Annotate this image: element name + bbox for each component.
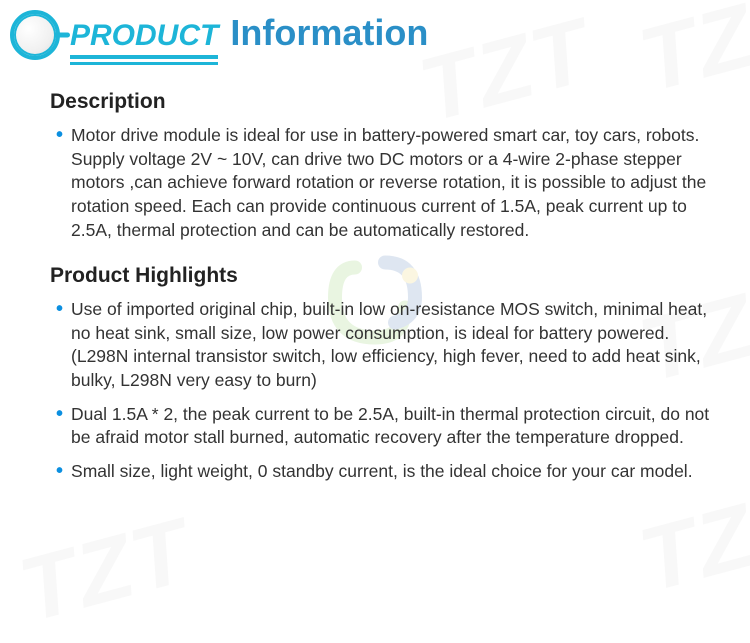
highlight-text: Use of imported original chip, built-in … — [71, 298, 710, 393]
bullet-icon: • — [56, 460, 63, 482]
list-item: • Dual 1.5A * 2, the peak current to be … — [50, 403, 710, 450]
list-item: • Use of imported original chip, built-i… — [50, 298, 710, 393]
description-text: Motor drive module is ideal for use in b… — [71, 124, 710, 242]
content-area: Description • Motor drive module is idea… — [0, 60, 750, 526]
highlights-title: Product Highlights — [50, 264, 710, 288]
list-item: • Motor drive module is ideal for use in… — [50, 124, 710, 242]
highlight-text: Small size, light weight, 0 standby curr… — [71, 460, 710, 484]
list-item: • Small size, light weight, 0 standby cu… — [50, 460, 710, 484]
header-product-label: PRODUCT — [70, 19, 218, 59]
page-header: PRODUCT Information — [0, 0, 750, 60]
description-title: Description — [50, 90, 710, 114]
highlights-section: Product Highlights • Use of imported ori… — [50, 264, 710, 483]
description-section: Description • Motor drive module is idea… — [50, 90, 710, 242]
highlight-text: Dual 1.5A * 2, the peak current to be 2.… — [71, 403, 710, 450]
header-info-label: Information — [230, 12, 428, 54]
bullet-icon: • — [56, 403, 63, 425]
bullet-icon: • — [56, 298, 63, 320]
header-circle-icon — [10, 10, 60, 60]
header-title-group: PRODUCT Information — [70, 12, 428, 59]
bullet-icon: • — [56, 124, 63, 146]
